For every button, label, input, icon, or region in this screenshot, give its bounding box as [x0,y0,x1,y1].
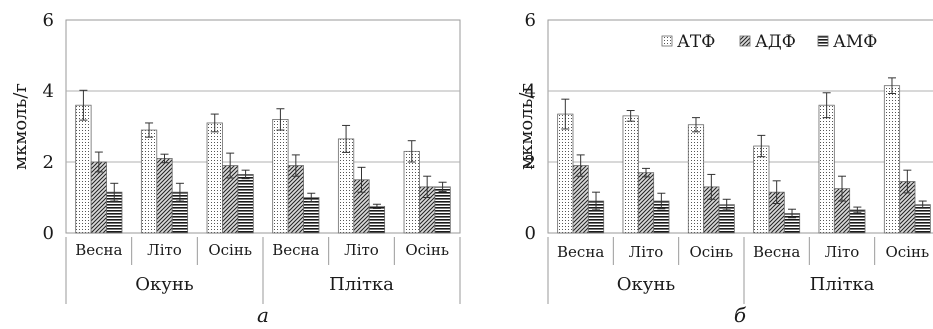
bar [557,113,574,234]
bar [75,104,92,234]
bar [914,204,931,234]
y-tick-label: 4 [525,81,536,102]
legend-entry: АДФ [755,32,796,52]
bar [156,158,173,234]
bar [90,161,107,234]
bar [883,85,901,234]
bar [368,205,386,234]
category-label: Літо [344,241,379,259]
category-label: Весна [272,241,319,259]
bar [434,186,451,234]
group-label: Плітка [810,274,875,295]
y-tick-label: 4 [43,81,54,102]
category-label: Весна [75,241,122,259]
bar [206,122,223,234]
y-tick-label: 2 [43,152,54,173]
y-tick-label: 2 [525,152,536,173]
legend-entry: АМФ [833,32,877,52]
bar [622,115,639,234]
category-label: Літо [147,241,182,259]
legend: АТФ АДФ АМФ [661,32,877,52]
y-tick-label: 0 [525,223,536,244]
bar [140,129,158,234]
bar [818,104,835,234]
category-label: Осінь [885,243,929,261]
legend-swatch [817,35,829,47]
category-label: Осінь [405,241,449,259]
y-tick-label: 6 [43,10,54,31]
chart-panel-1: 0 2 4 6 мкмоль/г Весна Літо Осінь Весна Літо Осінь… [10,10,461,327]
y-axis-label: мкмоль/г [516,83,537,170]
legend-entry: АТФ [677,32,715,52]
y-axis-label: мкмоль/г [10,83,31,170]
bar [237,174,254,234]
chart-panel-2: 0 2 4 6 мкмоль/г Весна Літо Осінь Весна Літо Осінь… [516,10,933,327]
category-label: Літо [629,243,664,261]
category-label: Осінь [689,243,733,261]
bar [687,124,705,234]
bar [403,150,420,234]
category-label: Весна [753,243,800,261]
bar [637,172,655,234]
plot-area-border [65,19,461,234]
group-label: Плітка [329,274,394,295]
group-label: Окунь [617,274,676,295]
legend-swatch [739,35,751,47]
plot-area-border [547,19,933,234]
legend-swatch [661,35,673,47]
bar [337,138,355,234]
panel-label: а [257,303,269,327]
group-label: Окунь [135,274,194,295]
bar [272,119,289,234]
y-tick-label: 0 [43,223,54,244]
bar [753,145,770,234]
category-label: Літо [825,243,860,261]
bar [849,209,866,234]
bar [303,197,320,234]
category-label: Осінь [208,241,252,259]
category-label: Весна [557,243,604,261]
panel-label: б [734,303,747,327]
y-tick-label: 6 [525,10,536,31]
